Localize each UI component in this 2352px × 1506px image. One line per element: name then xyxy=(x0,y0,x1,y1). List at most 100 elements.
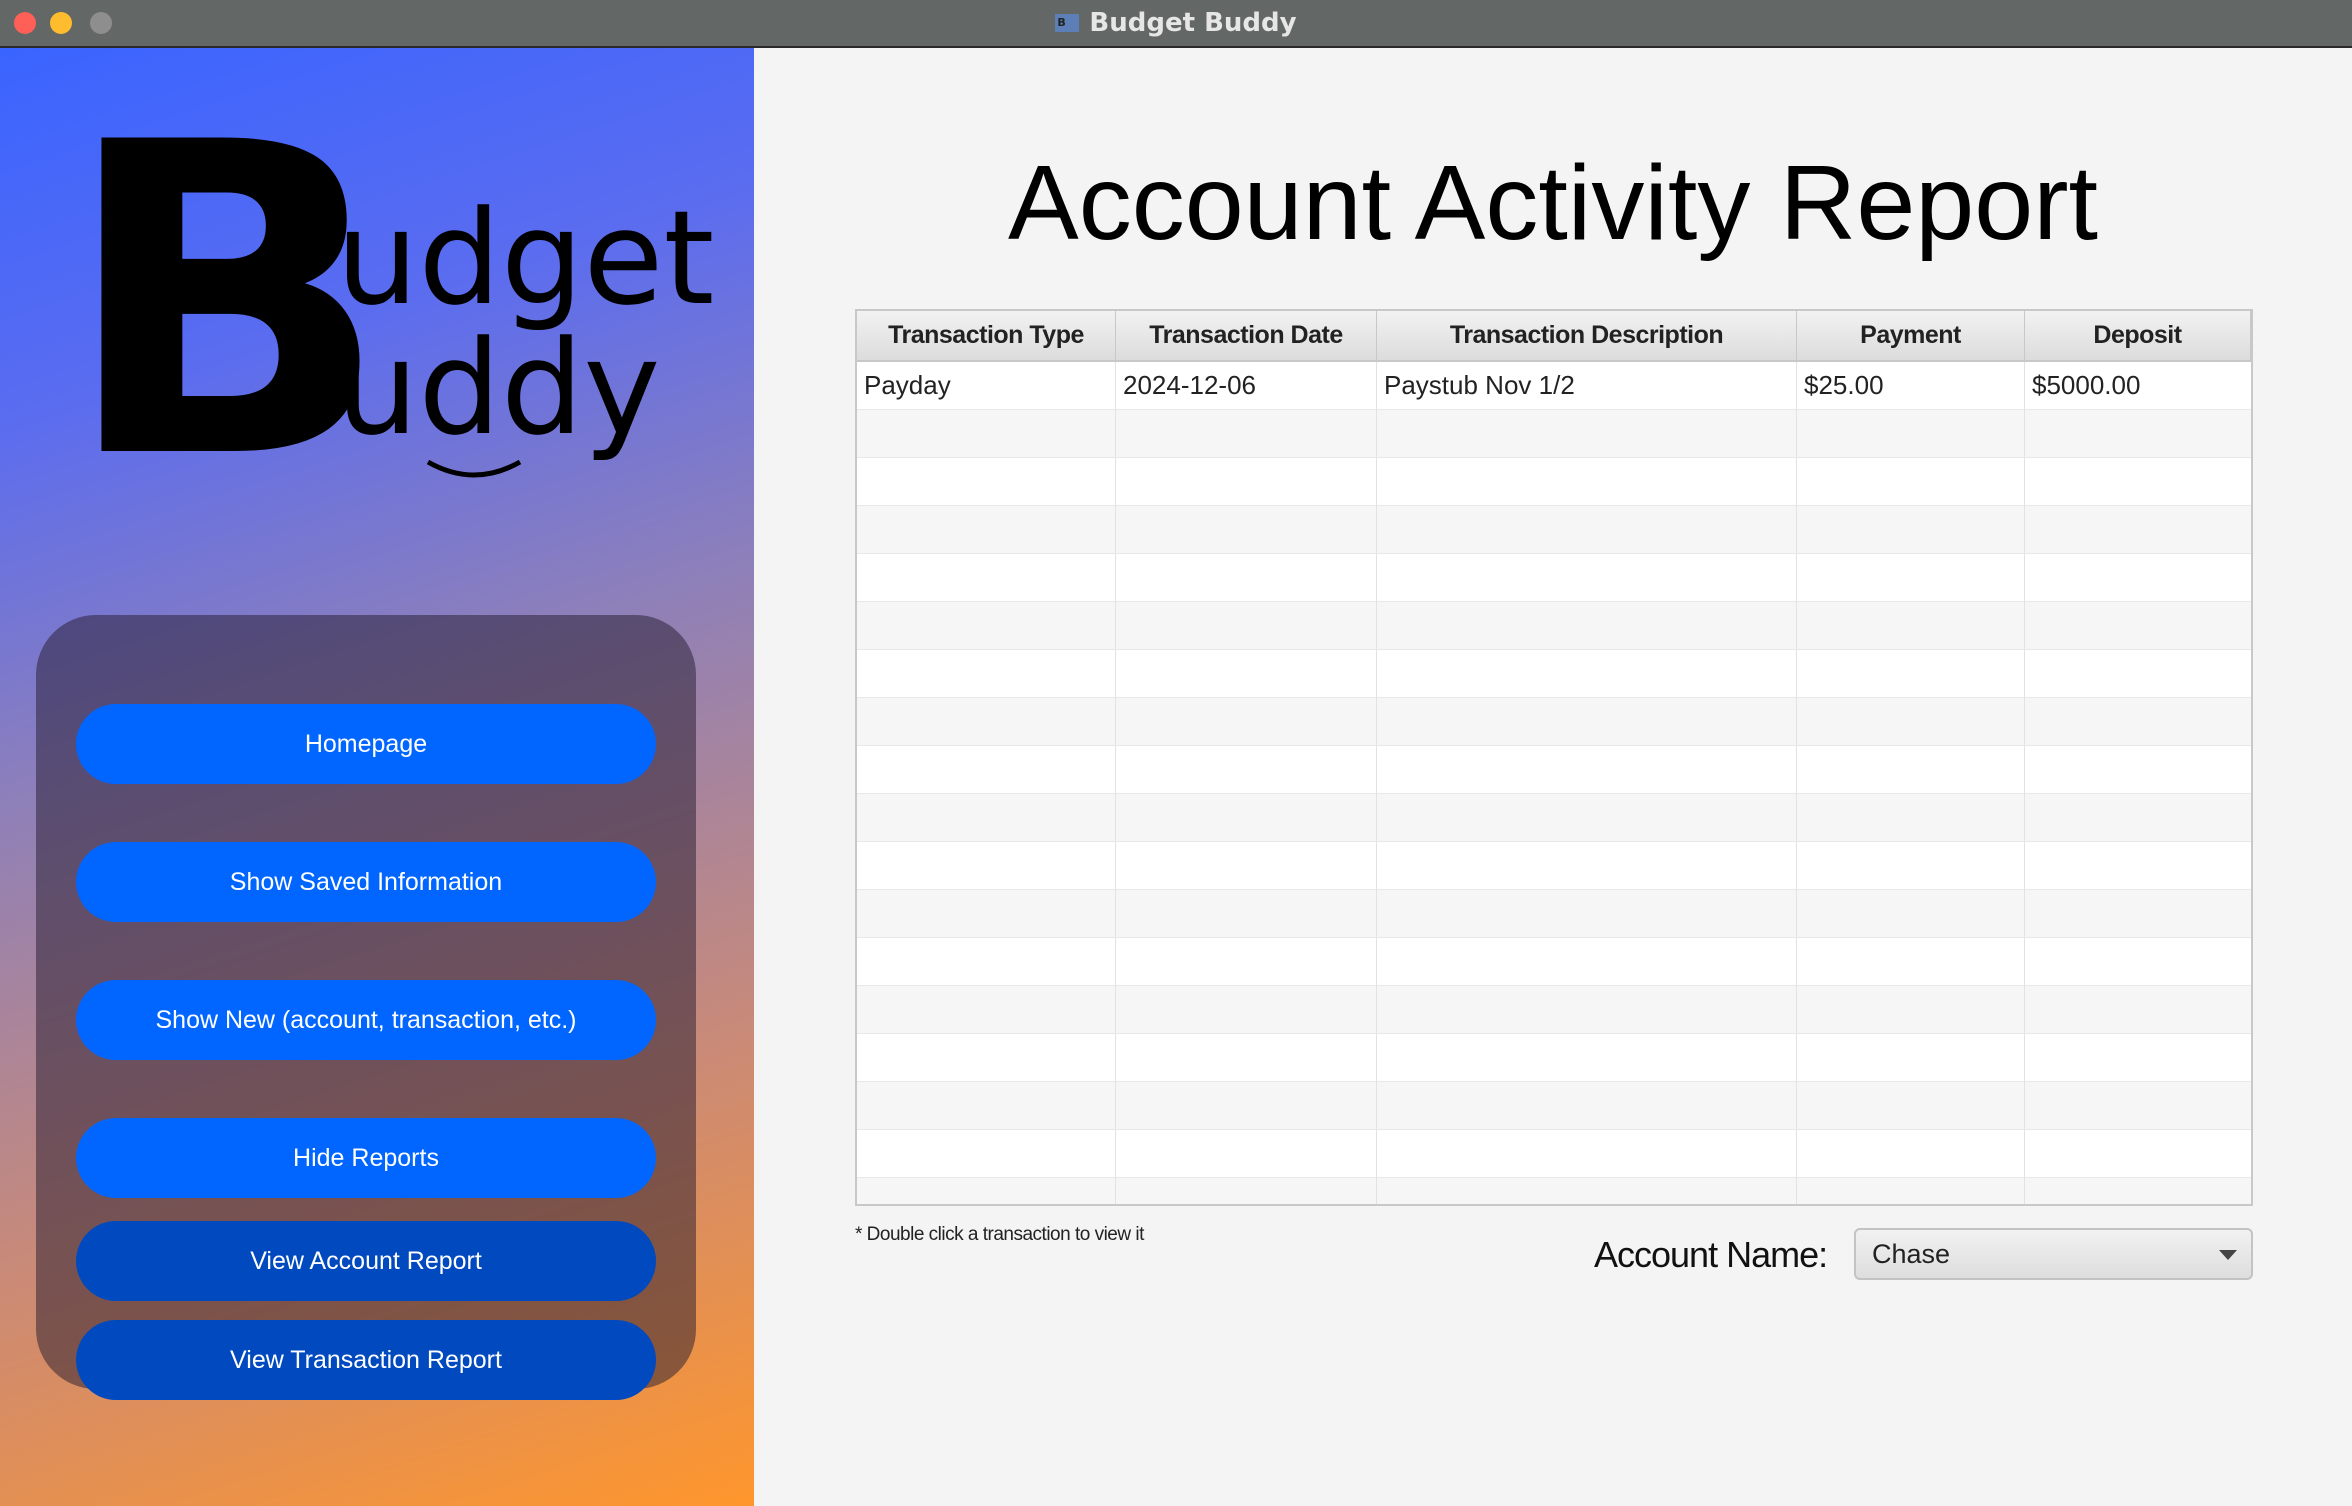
table-row[interactable]: Payday 2024-12-06 Paystub Nov 1/2 $25.00… xyxy=(857,362,2251,410)
table-cell xyxy=(1797,1178,2025,1204)
table-cell xyxy=(1377,1034,1797,1081)
show-new-button[interactable]: Show New (account, transaction, etc.) xyxy=(76,980,656,1060)
table-cell xyxy=(2025,650,2251,697)
table-cell xyxy=(857,506,1116,553)
table-cell xyxy=(1116,554,1377,601)
table-cell xyxy=(2025,410,2251,457)
table-cell xyxy=(857,1082,1116,1129)
zoom-window-button[interactable] xyxy=(90,12,112,34)
hint-text: * Double click a transaction to view it xyxy=(855,1224,1144,1245)
table-cell: Payday xyxy=(857,362,1116,409)
table-cell xyxy=(1377,698,1797,745)
table-cell xyxy=(1797,698,2025,745)
table-cell xyxy=(1797,602,2025,649)
table-cell xyxy=(1377,410,1797,457)
nav-panel: Homepage Show Saved Information Show New… xyxy=(36,615,696,1400)
column-header[interactable]: Transaction Description xyxy=(1377,311,1797,360)
table-cell xyxy=(857,458,1116,505)
table-cell xyxy=(1116,698,1377,745)
table-cell xyxy=(1797,794,2025,841)
sidebar: B udget uddy Homepage Show Saved Informa… xyxy=(0,48,754,1506)
hide-reports-button[interactable]: Hide Reports xyxy=(76,1118,656,1198)
table-cell xyxy=(1116,890,1377,937)
column-header[interactable]: Transaction Date xyxy=(1116,311,1377,360)
empty-table-row xyxy=(857,1178,2251,1204)
table-cell xyxy=(1797,410,2025,457)
empty-table-row xyxy=(857,794,2251,842)
table-cell xyxy=(1116,650,1377,697)
table-cell: 2024-12-06 xyxy=(1116,362,1377,409)
view-transaction-report-button[interactable]: View Transaction Report xyxy=(76,1320,656,1400)
table-cell xyxy=(1116,1130,1377,1177)
table-cell xyxy=(1797,986,2025,1033)
table-cell xyxy=(857,698,1116,745)
column-header[interactable]: Transaction Type xyxy=(857,311,1116,360)
minimize-window-button[interactable] xyxy=(50,12,72,34)
table-cell xyxy=(2025,1082,2251,1129)
empty-table-row xyxy=(857,458,2251,506)
table-cell xyxy=(2025,842,2251,889)
table-cell xyxy=(857,410,1116,457)
empty-table-row xyxy=(857,1082,2251,1130)
table-cell xyxy=(1116,1082,1377,1129)
empty-table-row xyxy=(857,746,2251,794)
homepage-button[interactable]: Homepage xyxy=(76,704,656,784)
table-cell xyxy=(1116,794,1377,841)
empty-table-row xyxy=(857,410,2251,458)
table-cell xyxy=(1116,842,1377,889)
table-cell xyxy=(1116,938,1377,985)
table-cell xyxy=(1377,602,1797,649)
table-cell xyxy=(2025,890,2251,937)
table-cell xyxy=(2025,1178,2251,1204)
table-cell xyxy=(857,938,1116,985)
table-cell xyxy=(857,554,1116,601)
table-cell xyxy=(857,794,1116,841)
view-account-report-button[interactable]: View Account Report xyxy=(76,1221,656,1301)
table-cell xyxy=(2025,506,2251,553)
table-cell xyxy=(1116,746,1377,793)
table-cell: $25.00 xyxy=(1797,362,2025,409)
table-cell xyxy=(1377,458,1797,505)
table-cell xyxy=(1116,458,1377,505)
close-window-button[interactable] xyxy=(14,12,36,34)
empty-table-row xyxy=(857,842,2251,890)
table-cell xyxy=(2025,458,2251,505)
table-cell xyxy=(1797,938,2025,985)
show-saved-information-button[interactable]: Show Saved Information xyxy=(76,842,656,922)
table-cell xyxy=(2025,794,2251,841)
table-cell xyxy=(2025,554,2251,601)
column-header[interactable]: Deposit xyxy=(2025,311,2251,360)
empty-table-row xyxy=(857,986,2251,1034)
table-cell xyxy=(1797,506,2025,553)
table-cell xyxy=(1116,1034,1377,1081)
table-cell xyxy=(1377,746,1797,793)
table-cell xyxy=(2025,986,2251,1033)
empty-table-row xyxy=(857,1034,2251,1082)
table-cell: Paystub Nov 1/2 xyxy=(1377,362,1797,409)
table-cell xyxy=(1377,1130,1797,1177)
empty-table-row xyxy=(857,938,2251,986)
table-cell xyxy=(1377,842,1797,889)
column-header[interactable]: Payment xyxy=(1797,311,2025,360)
table-cell xyxy=(1116,602,1377,649)
transactions-table[interactable]: Transaction Type Transaction Date Transa… xyxy=(855,309,2253,1206)
table-cell xyxy=(857,842,1116,889)
empty-table-row xyxy=(857,650,2251,698)
empty-table-row xyxy=(857,554,2251,602)
table-cell xyxy=(1797,746,2025,793)
table-cell xyxy=(1116,986,1377,1033)
table-cell xyxy=(2025,698,2251,745)
table-cell xyxy=(1377,938,1797,985)
table-cell xyxy=(1377,554,1797,601)
table-cell xyxy=(857,602,1116,649)
table-cell xyxy=(1797,1034,2025,1081)
table-cell xyxy=(1377,506,1797,553)
logo-letter: B xyxy=(62,53,390,553)
table-cell xyxy=(1116,1178,1377,1204)
table-cell xyxy=(857,1130,1116,1177)
table-cell xyxy=(857,1034,1116,1081)
page-title: Account Activity Report xyxy=(1008,144,2098,262)
empty-table-row xyxy=(857,698,2251,746)
account-name-select[interactable]: Chase xyxy=(1854,1228,2253,1280)
window-title: B Budget Buddy xyxy=(0,0,2352,46)
